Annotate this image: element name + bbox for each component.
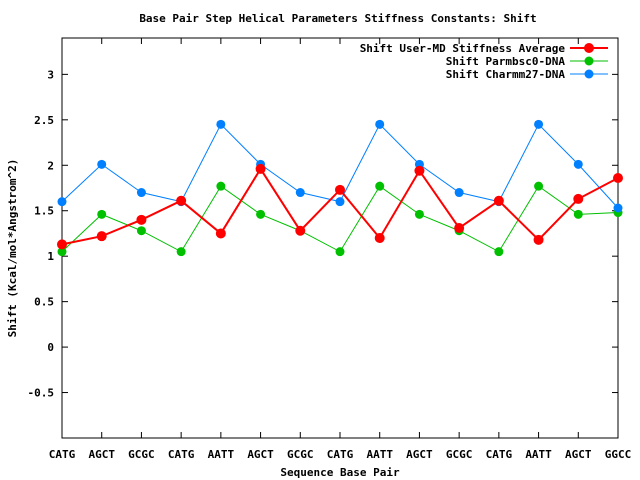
x-tick-label: GGCC — [605, 448, 632, 461]
data-point — [375, 119, 385, 129]
y-tick-label: 2.5 — [34, 114, 54, 127]
chart-title: Base Pair Step Helical Parameters Stiffn… — [139, 12, 536, 25]
data-point — [256, 209, 266, 219]
data-point — [136, 188, 146, 198]
x-tick-label: AATT — [366, 448, 393, 461]
data-point — [573, 159, 583, 169]
x-tick-label: AGCT — [406, 448, 433, 461]
data-point — [613, 173, 623, 183]
data-point — [57, 197, 67, 207]
x-tick-label: GCGC — [446, 448, 473, 461]
data-point — [613, 203, 623, 213]
legend-marker — [584, 56, 594, 66]
legend-marker — [584, 43, 594, 53]
data-point — [57, 239, 67, 250]
x-axis-label: Sequence Base Pair — [280, 466, 400, 479]
data-point — [215, 228, 226, 239]
legend-label: Shift Parmbsc0-DNA — [446, 55, 566, 68]
data-point — [97, 159, 107, 169]
x-tick-label: AATT — [525, 448, 552, 461]
data-point — [494, 247, 504, 257]
data-point — [216, 181, 226, 191]
x-tick-label: CATG — [327, 448, 354, 461]
data-point — [255, 163, 266, 174]
x-tick-label: AGCT — [247, 448, 274, 461]
y-tick-label: 1 — [47, 250, 54, 263]
x-tick-label: CATG — [486, 448, 513, 461]
y-axis: -0.5 0 0.5 1 1.5 2 2.5 3 — [28, 68, 618, 400]
series-group — [57, 119, 623, 257]
data-point — [534, 119, 544, 129]
data-point — [414, 165, 425, 176]
data-point — [57, 247, 67, 257]
series-line — [61, 123, 619, 209]
y-tick-label: 0 — [47, 341, 54, 354]
x-tick-label: AATT — [208, 448, 235, 461]
y-tick-label: -0.5 — [28, 387, 55, 400]
x-axis: CATG AGCT GCGC CATG AATT AGCT GCGC CATG AATT AGCT… — [49, 38, 632, 461]
data-point — [534, 181, 544, 191]
x-tick-label: CATG — [49, 448, 76, 461]
legend-label: Shift User-MD Stiffness Average — [360, 42, 566, 55]
x-tick-label: AGCT — [88, 448, 115, 461]
y-axis-label: Shift (Kcal/mol*Angstrom^2) — [6, 159, 19, 338]
data-point — [335, 184, 345, 195]
legend-marker — [584, 69, 594, 79]
x-tick-label: CATG — [168, 448, 195, 461]
data-point — [216, 119, 226, 129]
y-tick-label: 0.5 — [34, 296, 54, 309]
y-tick-label: 3 — [47, 68, 54, 81]
data-point — [573, 193, 584, 204]
legend-label: Shift Charmm27-DNA — [446, 68, 566, 81]
y-tick-label: 2 — [47, 159, 54, 172]
data-point — [533, 234, 544, 245]
data-point — [414, 209, 424, 219]
y-tick-label: 1.5 — [34, 205, 54, 218]
data-point — [454, 188, 464, 198]
data-point — [374, 233, 385, 243]
data-point — [335, 197, 345, 207]
data-point — [375, 181, 385, 191]
data-point — [96, 231, 107, 242]
x-tick-label: GCGC — [128, 448, 155, 461]
data-point — [176, 195, 187, 206]
data-point — [176, 247, 186, 257]
x-tick-label: GCGC — [287, 448, 314, 461]
data-point — [454, 223, 465, 233]
data-point — [136, 226, 146, 236]
data-point — [493, 195, 504, 206]
data-point — [295, 188, 305, 198]
data-point — [295, 225, 306, 236]
data-point — [97, 209, 107, 219]
data-point — [136, 214, 147, 225]
data-point — [573, 209, 583, 219]
x-tick-label: AGCT — [565, 448, 592, 461]
data-point — [335, 247, 345, 257]
